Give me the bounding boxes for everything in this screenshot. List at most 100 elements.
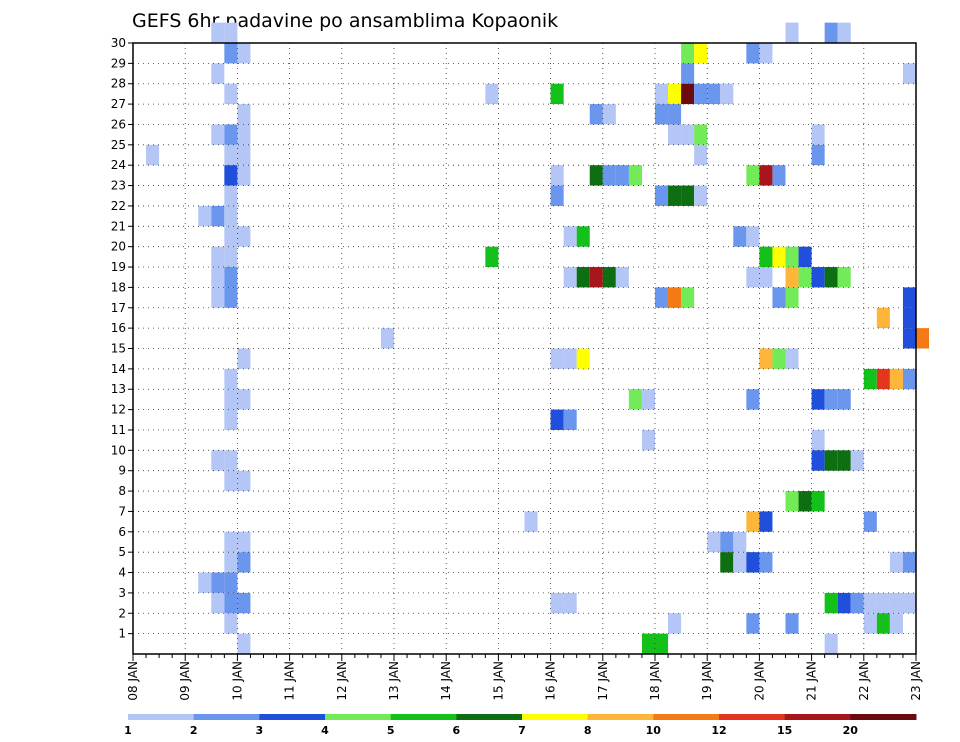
legend-swatch [193, 714, 260, 720]
legend-swatch [390, 714, 457, 720]
cell-member-17-step-90 [681, 287, 695, 308]
cell-member-30-step-4 [837, 22, 851, 43]
y-tick-label: 7 [118, 504, 126, 518]
cell-member-17-step-92 [785, 287, 799, 308]
y-tick-label: 8 [118, 484, 126, 498]
cell-member-23-step-40 [224, 165, 238, 186]
cell-member-1-step-169 [746, 613, 760, 634]
cell-member-23-step-41 [237, 165, 251, 186]
y-tick-label: 29 [111, 56, 126, 70]
cell-member-10-step-122 [641, 429, 655, 451]
cell-member-26-step-27 [668, 104, 682, 125]
legend-level-label: 1 [124, 724, 132, 737]
cell-member-17-step-93 [902, 287, 916, 308]
cell-member-2-step-156 [224, 592, 238, 614]
y-tick-label: 19 [111, 260, 126, 274]
dotted-grid [133, 42, 916, 654]
cell-member-4-step-150 [889, 552, 903, 573]
y-tick-label: 1 [118, 627, 126, 641]
cell-member-0-step-174 [237, 633, 251, 654]
cell-member-21-step-58 [224, 205, 238, 227]
cell-member-9-step-128 [837, 450, 851, 471]
cell-member-2-step-160 [824, 592, 838, 614]
cell-member-30-step-0 [211, 22, 225, 43]
y-tick-label: 17 [111, 301, 126, 315]
cell-member-6-step-137 [759, 511, 773, 532]
cell-member-14-step-103 [759, 348, 773, 369]
cell-member-23-step-42 [550, 165, 564, 186]
cell-member-17-step-91 [772, 287, 786, 308]
cell-member-29-step-10 [759, 43, 773, 64]
cell-member-27-step-14 [224, 83, 238, 105]
cell-member-20-step-62 [576, 226, 590, 247]
cell-member-29-step-5 [224, 43, 238, 64]
x-date-label: 09 JAN [178, 661, 192, 701]
cell-member-1-step-172 [876, 613, 890, 634]
cell-member-19-step-70 [785, 246, 799, 268]
cell-member-9-step-125 [224, 450, 238, 471]
cell-member-23-step-45 [615, 165, 629, 186]
cell-member-23-step-48 [759, 165, 773, 186]
cell-member-18-step-82 [798, 267, 812, 288]
cell-member-4-step-151 [902, 552, 916, 573]
cell-member-0-step-176 [655, 633, 669, 654]
cell-member-18-step-81 [785, 267, 799, 288]
cell-member-29-step-7 [681, 43, 695, 64]
legend-level-label: 15 [777, 724, 792, 737]
cell-member-11-step-120 [550, 409, 564, 430]
cell-member-24-step-39 [811, 144, 825, 166]
y-tick-label: 12 [111, 403, 126, 417]
cell-member-4-step-148 [746, 552, 760, 573]
legend-level-label: 4 [321, 724, 329, 737]
cell-member-22-step-53 [668, 185, 682, 206]
cell-member-25-step-32 [681, 124, 695, 145]
legend-swatch [784, 714, 851, 720]
cell-member-22-step-51 [550, 185, 564, 206]
y-tick-label: 28 [111, 77, 126, 91]
cell-member-2-step-166 [902, 592, 916, 614]
cell-member-4-step-144 [224, 552, 238, 573]
cell-member-20-step-61 [563, 226, 577, 247]
cell-member-16-step-95 [902, 307, 916, 329]
cell-member-18-step-72 [211, 267, 225, 288]
cell-member-2-step-158 [550, 592, 564, 614]
legend-swatch [259, 714, 326, 720]
x-date-label: 12 JAN [335, 661, 349, 701]
cell-member-5-step-139 [224, 531, 238, 553]
cell-member-5-step-142 [720, 531, 734, 553]
cell-member-28-step-13 [902, 63, 916, 84]
legend-level-label: 12 [711, 724, 726, 737]
cell-member-29-step-8 [694, 43, 708, 64]
cell-member-18-step-76 [589, 267, 603, 288]
cell-member-14-step-104 [772, 348, 786, 369]
x-date-label: 15 JAN [491, 661, 505, 701]
cell-member-5-step-141 [707, 531, 721, 553]
cell-member-22-step-54 [681, 185, 695, 206]
cell-member-20-step-59 [224, 226, 238, 247]
cell-member-25-step-34 [811, 124, 825, 145]
cell-member-23-step-47 [746, 165, 760, 186]
cell-member-12-step-113 [628, 389, 642, 410]
cell-member-2-step-157 [237, 592, 251, 614]
cell-member-18-step-83 [811, 267, 825, 288]
y-tick-label: 13 [111, 382, 126, 396]
cell-member-14-step-105 [785, 348, 799, 369]
legend-level-label: 6 [452, 724, 460, 737]
cell-member-14-step-101 [563, 348, 577, 369]
cell-member-20-step-64 [746, 226, 760, 247]
heatmap-cells [146, 22, 930, 654]
y-tick-label: 11 [111, 423, 126, 437]
x-date-label: 17 JAN [596, 661, 610, 701]
legend-level-label: 8 [584, 724, 592, 737]
cell-member-17-step-89 [668, 287, 682, 308]
cell-member-12-step-116 [811, 389, 825, 410]
x-date-label: 19 JAN [700, 661, 714, 701]
y-tick-label: 22 [111, 199, 126, 213]
chart-title: GEFS 6hr padavine po ansamblima Kopaonik [132, 10, 558, 32]
legend-swatch [522, 714, 589, 720]
cell-member-27-step-21 [707, 83, 721, 105]
cell-member-19-step-71 [798, 246, 812, 268]
cell-member-25-step-31 [668, 124, 682, 145]
cell-member-27-step-16 [550, 83, 564, 105]
cell-member-5-step-140 [237, 531, 251, 553]
